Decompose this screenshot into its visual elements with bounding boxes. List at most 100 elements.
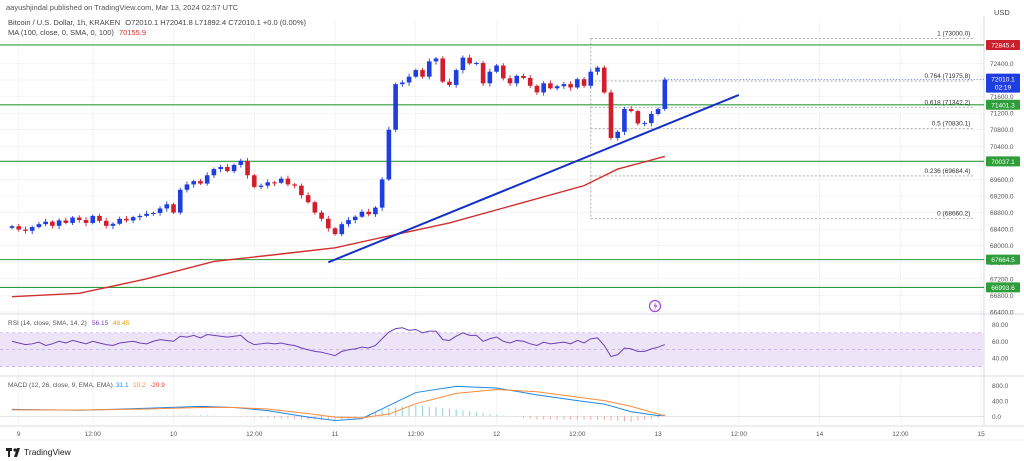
candle-body (319, 212, 324, 219)
rsi-tick-label: 60.00 (992, 339, 1009, 346)
trendline[interactable] (327, 93, 740, 264)
candle-body (312, 202, 318, 213)
candle-body (568, 84, 573, 88)
time-tick-label: 15 (978, 431, 986, 438)
macd-label: MACD (12, 26, close, 9, EMA, EMA) (8, 382, 113, 389)
time-tick-label: 12:00 (731, 431, 748, 438)
candle-body (480, 63, 486, 84)
price-badges: 72845.4 71401.3 70037.1 67664.5 66993.6 72010… (664, 39, 1020, 293)
candle-body (198, 181, 203, 184)
macd-value: 31.1 (116, 382, 129, 389)
histogram-value: -20.9 (150, 382, 165, 389)
time-axis[interactable]: 9 12:00 10 12:00 11 12:00 12 12:00 13 12:00 14 12:0… (17, 431, 985, 438)
candle-body (285, 178, 291, 185)
signal-value: 10.2 (133, 382, 146, 389)
level-badge (986, 254, 1020, 265)
fib-level-label: 0.764 (71975.8) (924, 73, 970, 80)
fib-level-label: 0.618 (71342.2) (924, 99, 970, 106)
candle-body (554, 86, 560, 89)
candle-body (332, 228, 338, 235)
candle-body (359, 211, 365, 217)
level-badge (986, 99, 1020, 110)
candle-body (413, 70, 419, 77)
candle-body (238, 160, 244, 165)
level-badge-label: 66993.6 (991, 285, 1015, 292)
candle-body (622, 109, 627, 132)
rsi-tick-label: 80.00 (992, 322, 1009, 329)
ohlc-values: O72010.1 H72041.8 L71892.4 C72010.1 +0.0… (125, 18, 306, 27)
candle-body (70, 217, 75, 223)
candle-body (642, 123, 647, 125)
rsi-pane: RSI (14, close, SMA, 14, 2) 56.15 48.45 (0, 320, 984, 367)
candle-body (56, 220, 62, 226)
fibonacci-retracement[interactable]: 1 (73000.0) 0.764 (71975.8) 0.618 (71342.2… (590, 31, 975, 219)
ma-label: MA (100, close, 0, SMA, 0, 100) (8, 28, 114, 37)
level-badge-label: 72845.4 (991, 42, 1015, 49)
fib-level-label: 1 (73000.0) (937, 31, 970, 38)
candle-body (346, 220, 351, 225)
time-tick-label: 12:00 (892, 431, 909, 438)
candle-body (393, 84, 398, 130)
candle-body (460, 57, 466, 71)
candle-body (494, 65, 499, 72)
candle-body (177, 189, 183, 213)
candle-body (218, 167, 223, 170)
candle-body (90, 215, 96, 223)
price-tick-label: 71600.0 (990, 94, 1014, 101)
candle-body (16, 226, 22, 230)
candle-body (299, 185, 304, 196)
candle-body (366, 211, 371, 215)
price-tick-label: 70400.0 (990, 144, 1014, 151)
countdown-label: 02:19 (995, 85, 1012, 92)
macd-pane: MACD (12, 26, close, 9, EMA, EMA) 31.1 10.… (0, 382, 984, 422)
lightning-icon[interactable] (648, 299, 662, 313)
price-tick-label: 71200.0 (990, 111, 1014, 118)
candle-body (110, 223, 116, 226)
candle-body (500, 65, 506, 79)
signal-line (11, 388, 665, 419)
candle-body (144, 213, 149, 216)
candle-body (103, 220, 109, 226)
macd-tick-label: 0.0 (992, 414, 1001, 421)
candle-body (225, 167, 230, 172)
time-tick-label: 12:00 (246, 431, 263, 438)
fib-level-label: 0.5 (70830.1) (932, 120, 971, 127)
candle-body (628, 109, 634, 112)
candle-body (77, 217, 82, 221)
candle-body (63, 220, 69, 223)
time-tick-label: 9 (17, 431, 21, 438)
candle-body (447, 81, 452, 85)
candle-body (595, 67, 600, 72)
ma-legend: MA (100, close, 0, SMA, 0, 100) 70155.9 (8, 28, 146, 37)
rsi-label: RSI (14, close, SMA, 14, 2) (8, 320, 87, 327)
rsi-value-2: 48.45 (113, 320, 130, 327)
fib-level-label: 0 (68660.2) (937, 210, 970, 217)
price-tick-label: 67200.0 (990, 276, 1014, 283)
candle-body (184, 184, 190, 190)
candle-body (588, 71, 594, 86)
currency-label: USD (994, 8, 1010, 17)
level-badge (986, 282, 1020, 293)
macd-tick-label: 400.0 (992, 399, 1009, 406)
candle-body (635, 111, 641, 124)
level-badge (986, 39, 1020, 50)
macd-tick-label: 800.0 (992, 383, 1009, 390)
ma-value: 70155.9 (118, 28, 147, 37)
candle-body (339, 224, 345, 235)
symbol-line: Bitcoin / U.S. Dollar, 1h, KRAKEN (8, 18, 121, 27)
candle-body (534, 85, 540, 93)
candle-body (474, 63, 479, 65)
candle-body (440, 58, 446, 82)
time-tick-label: 13 (654, 431, 662, 438)
price-tick-label: 68800.0 (990, 210, 1014, 217)
candle-body (548, 83, 553, 89)
candle-body (151, 212, 156, 214)
candle-body (97, 215, 102, 221)
time-tick-label: 12:00 (408, 431, 425, 438)
candle-body (272, 182, 277, 184)
ma-100-line (11, 155, 665, 298)
candle-body (379, 179, 385, 208)
price-tick-label: 66400.0 (990, 310, 1014, 317)
